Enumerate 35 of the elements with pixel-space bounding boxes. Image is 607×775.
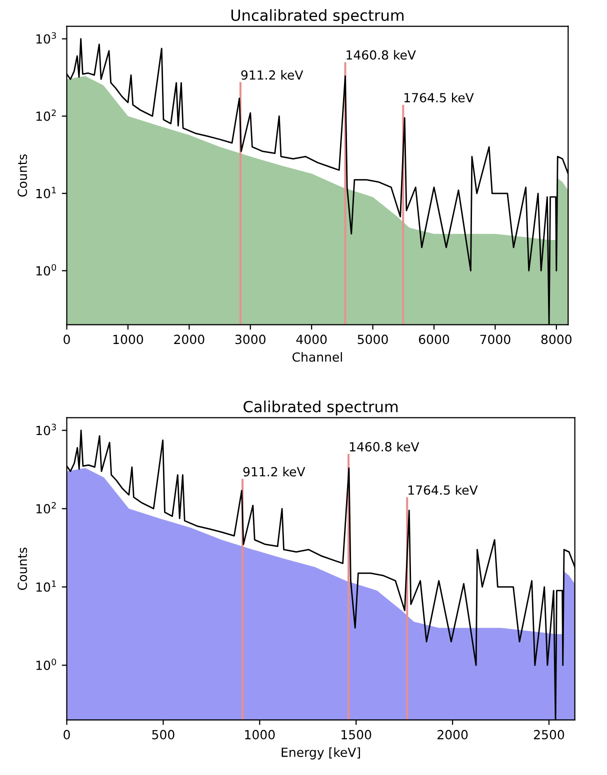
x-tick-label: 8000 [541,334,572,344]
y-tick-label: 10$^{3}$ [36,424,56,436]
x-tick-label: 2000 [174,334,204,344]
x-tick-label: 0 [64,334,70,344]
annotation: 911.2 keV [243,466,306,476]
y-tick-label: 10$^{0}$ [36,658,56,670]
chart-title: Uncalibrated spectrum [231,9,404,24]
x-tick-label: 3000 [235,334,266,344]
x-tick-label: 1500 [342,730,372,740]
annotation: 911.2 keV [241,70,304,80]
x-tick-label: 5000 [358,334,388,344]
y-tick-label: 10$^{1}$ [36,580,56,592]
annotation: 1764.5 keV [404,92,474,102]
x-tick-label: 6000 [418,334,450,344]
y-tick-label: 10$^{2}$ [36,109,56,121]
y-tick-label: 10$^{0}$ [36,264,56,276]
y-tick-label: 10$^{3}$ [36,32,56,44]
annotation: 1460.8 keV [346,50,416,60]
x-tick-label: 7000 [480,334,510,344]
x-tick-label: 2000 [438,730,468,740]
y-tick-label: 10$^{2}$ [36,502,56,514]
x-axis-title: Energy [keV] [282,747,360,760]
x-tick-label: 2500 [534,730,564,740]
y-axis-title: Counts [18,154,28,197]
x-axis-title: Channel [292,352,342,362]
y-axis-title: Counts [18,548,28,590]
x-tick-label: 0 [64,730,70,740]
annotation: 1460.8 keV [350,442,420,452]
x-tick-label: 500 [152,730,174,740]
y-tick-label: 10$^{1}$ [36,186,56,198]
x-tick-label: 1000 [113,334,144,344]
x-tick-label: 4000 [296,334,327,344]
annotation: 1764.5 keV [408,485,478,495]
chart-title: Calibrated spectrum [244,400,398,416]
x-tick-label: 1000 [245,730,275,740]
